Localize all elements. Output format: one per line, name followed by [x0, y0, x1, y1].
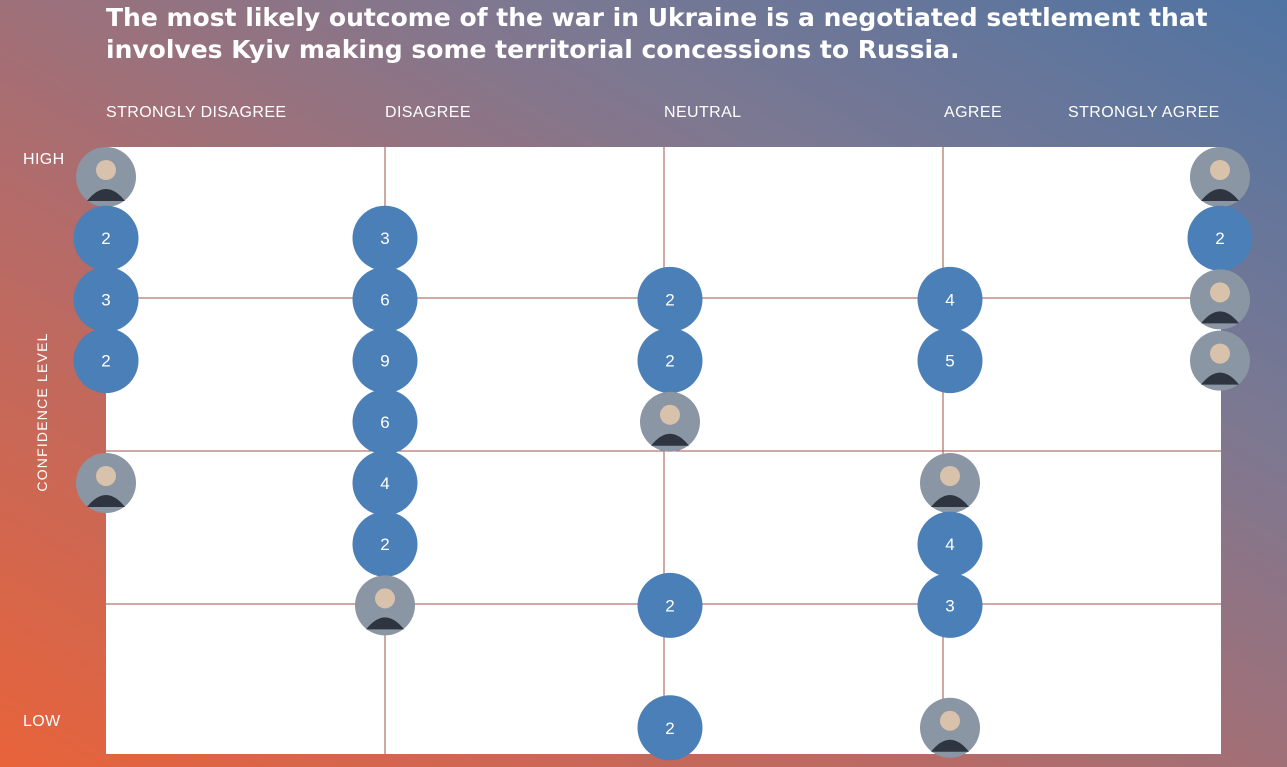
bubble-count-disagree-c5: 4: [380, 474, 389, 493]
avatar-head-icon: [940, 466, 960, 486]
avatar-body-icon: [87, 189, 125, 201]
avatar-head-icon: [1210, 343, 1230, 364]
bubble-neutral-c1: [637, 695, 703, 761]
avatar-body-icon: [651, 433, 689, 446]
bubble-disagree-c9: [352, 205, 418, 271]
bubble-count-strongly-agree-c9: 2: [1215, 229, 1224, 248]
bubble-count-strongly-disagree-c8: 3: [101, 290, 110, 309]
avatar-body-icon: [1201, 372, 1239, 385]
bubble-count-disagree-c8: 6: [380, 290, 389, 309]
y-low-label: LOW: [23, 713, 61, 730]
y-high-label: HIGH: [23, 151, 65, 168]
avatar-strongly-agree-c8: [1190, 269, 1250, 330]
bubble-count-agree-c7: 5: [945, 352, 954, 371]
avatar-body-icon: [1201, 311, 1239, 324]
avatar-agree-c5: [920, 453, 980, 513]
bubble-count-disagree-c9: 3: [380, 229, 389, 248]
chart-title: The most likely outcome of the war in Uk…: [106, 3, 1208, 64]
bubble-count-agree-c8: 4: [945, 290, 954, 309]
bubble-agree-c3: [917, 572, 983, 638]
bubble-strongly-disagree-c8: [73, 266, 139, 332]
avatar-head-icon: [660, 404, 680, 425]
column-label-neutral: NEUTRAL: [664, 104, 742, 121]
avatar-strongly-disagree-c10: [76, 147, 136, 207]
bubble-count-neutral-c8: 2: [665, 290, 674, 309]
avatar-strongly-disagree-c5: [76, 453, 136, 513]
bubble-agree-c8: [917, 266, 983, 332]
bubble-neutral-c8: [637, 266, 703, 332]
bubble-disagree-c4: [352, 511, 418, 577]
bubble-agree-c7: [917, 328, 983, 394]
bubble-disagree-c8: [352, 266, 418, 332]
bubble-count-disagree-c7: 9: [380, 352, 389, 371]
bubble-disagree-c6: [352, 389, 418, 455]
avatar-head-icon: [96, 466, 116, 486]
bubble-count-disagree-c4: 2: [380, 535, 389, 554]
bubble-count-strongly-disagree-c7: 2: [101, 352, 110, 371]
avatar-head-icon: [940, 710, 960, 731]
bubble-count-neutral-c1: 2: [665, 719, 674, 738]
bubble-count-neutral-c3: 2: [665, 596, 674, 615]
avatar-strongly-agree-c10: [1190, 147, 1250, 207]
bubble-count-agree-c3: 3: [945, 596, 954, 615]
bubble-strongly-disagree-c9: [73, 205, 139, 271]
bubble-count-neutral-c7: 2: [665, 352, 674, 371]
bubble-count-disagree-c6: 6: [380, 413, 389, 432]
avatar-body-icon: [1201, 189, 1239, 201]
column-label-strongly-agree: STRONGLY AGREE: [1068, 104, 1220, 121]
avatar-body-icon: [366, 617, 404, 630]
column-label-agree: AGREE: [944, 104, 1003, 121]
bubble-neutral-c3: [637, 572, 703, 638]
bubble-agree-c4: [917, 511, 983, 577]
avatar-head-icon: [375, 588, 395, 609]
bubble-strongly-disagree-c7: [73, 328, 139, 394]
bubble-disagree-c7: [352, 328, 418, 394]
bubble-count-agree-c4: 4: [945, 535, 954, 554]
bubble-strongly-agree-c9: [1187, 205, 1253, 271]
bubble-count-strongly-disagree-c9: 2: [101, 229, 110, 248]
bubble-neutral-c7: [637, 328, 703, 394]
avatar-body-icon: [87, 495, 125, 507]
avatar-head-icon: [1210, 282, 1230, 303]
column-label-strongly-disagree: STRONGLY DISAGREE: [106, 104, 287, 121]
avatar-body-icon: [931, 739, 969, 752]
avatar-body-icon: [931, 495, 969, 507]
avatar-head-icon: [96, 160, 116, 180]
bubble-disagree-c5: [352, 450, 418, 516]
avatar-strongly-agree-c7: [1190, 330, 1250, 391]
avatar-neutral-c6: [640, 391, 700, 452]
column-label-disagree: DISAGREE: [385, 104, 471, 121]
avatar-head-icon: [1210, 160, 1230, 180]
avatar-agree-c1: [920, 697, 980, 758]
avatar-disagree-c3: [355, 575, 415, 636]
